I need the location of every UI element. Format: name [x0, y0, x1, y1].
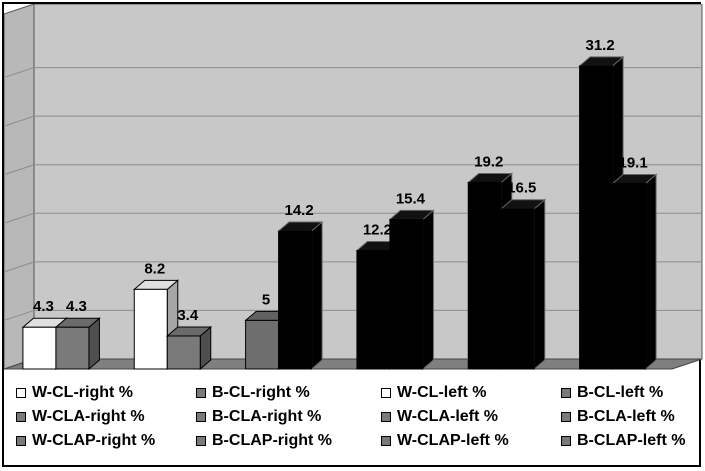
data-label: 12.2 [363, 221, 392, 238]
bar-12.2 [356, 249, 391, 370]
data-label: 19.1 [618, 154, 647, 171]
bar-4.3 [55, 326, 90, 370]
legend-item: W-CLAP-left % [381, 431, 509, 451]
legend-item: W-CLAP-right % [16, 431, 155, 451]
data-label: 15.4 [396, 190, 426, 207]
legend-swatch [16, 412, 26, 422]
legend-label: W-CLA-right % [32, 408, 145, 425]
legend-item: B-CLA-right % [196, 407, 321, 427]
bar-19.1 [612, 182, 647, 370]
bar-15.4 [389, 218, 424, 370]
gridline [4, 115, 35, 127]
legend-label: W-CL-left % [397, 384, 487, 401]
legend-item: W-CL-right % [16, 383, 133, 403]
gridline [4, 212, 35, 224]
legend-swatch [561, 436, 571, 446]
bar-side [533, 198, 546, 371]
bar-side [422, 209, 434, 371]
bar-side [645, 173, 657, 371]
legend-item: W-CLA-right % [16, 407, 145, 427]
bar-8.2 [133, 288, 168, 370]
legend-swatch [561, 388, 571, 398]
legend-swatch [196, 388, 206, 398]
legend-label: W-CLAP-left % [397, 432, 509, 449]
gridline [4, 309, 35, 321]
legend-swatch [196, 412, 206, 422]
data-label: 4.3 [33, 298, 54, 315]
legend-label: B-CL-left % [577, 384, 664, 401]
legend-label: W-CLAP-right % [32, 432, 156, 449]
gridline [4, 261, 35, 273]
bar-19.2 [467, 181, 502, 370]
data-label: 19.2 [474, 153, 503, 170]
bar-side [311, 220, 323, 371]
bar-31.2 [579, 65, 614, 370]
legend-item: B-CLA-left % [561, 407, 675, 427]
data-label: 31.2 [585, 37, 614, 54]
legend-swatch [381, 388, 391, 398]
legend-item: B-CLAP-right % [196, 431, 332, 451]
legend-swatch [381, 412, 391, 422]
data-label: 16.5 [507, 180, 536, 197]
legend-label: B-CLAP-right % [212, 432, 332, 449]
gridline [4, 67, 35, 79]
data-label: 14.2 [284, 202, 313, 219]
legend-item: B-CLAP-left % [561, 431, 685, 451]
legend-item: W-CLA-left % [381, 407, 498, 427]
chart-legend: W-CL-right % B-CL-right % W-CL-left % B-CL-… [16, 383, 705, 469]
legend-label: B-CL-right % [212, 384, 310, 401]
bar-3.4 [166, 335, 201, 370]
side-wall [4, 4, 35, 370]
legend-label: B-CLA-right % [212, 408, 322, 425]
data-label: 3.4 [177, 307, 199, 324]
legend-label: W-CL-right % [32, 384, 133, 401]
legend-swatch [16, 436, 26, 446]
legend-label: B-CLA-left % [577, 408, 675, 425]
legend-label: W-CLA-left % [397, 408, 498, 425]
bar-14.2 [278, 230, 313, 370]
legend-swatch [16, 388, 26, 398]
legend-swatch [561, 412, 571, 422]
legend-label: B-CLAP-left % [577, 432, 686, 449]
data-label: 4.3 [66, 298, 87, 315]
legend-swatch [196, 436, 206, 446]
bar-4.3 [22, 326, 57, 370]
chart-plot: 4.3 4.3 8.2 3.4 5 14.2 12.215.4 19.216.5 31.2 19.… [4, 4, 703, 371]
legend-swatch [381, 436, 391, 446]
data-label: 8.2 [144, 260, 165, 277]
legend-item: W-CL-left % [381, 383, 486, 403]
bar-16.5 [500, 208, 535, 370]
data-label: 5 [262, 291, 270, 308]
bar-5 [245, 319, 280, 370]
legend-item: B-CL-left % [561, 383, 663, 403]
legend-item: B-CL-right % [196, 383, 310, 403]
gridline [4, 164, 35, 176]
